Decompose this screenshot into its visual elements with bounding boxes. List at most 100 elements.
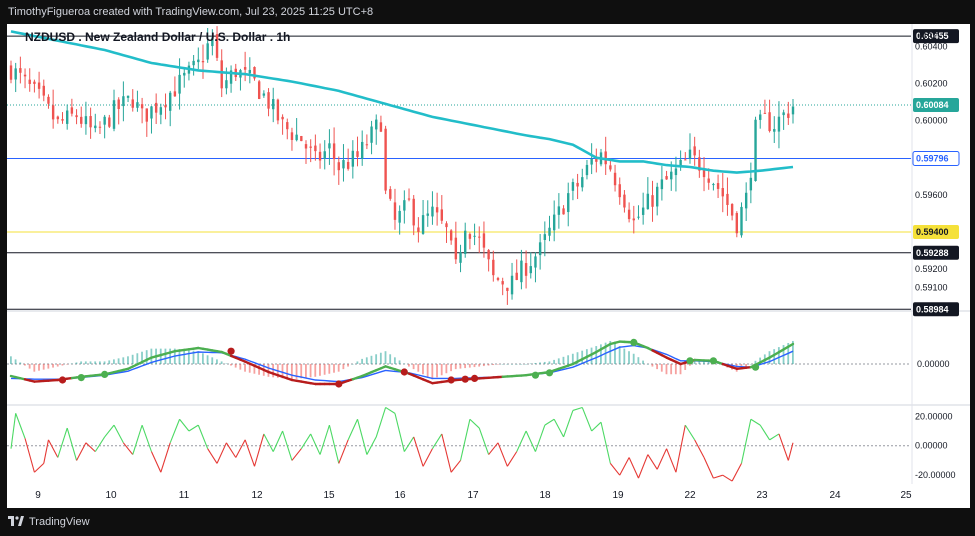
macd-histogram-bar	[688, 364, 691, 366]
macd-histogram-bar	[10, 356, 12, 364]
oscillator-line-segment	[525, 430, 536, 452]
candle-body	[524, 263, 528, 276]
macd-histogram-bar	[553, 359, 555, 364]
macd-histogram-bar	[529, 363, 532, 364]
attribution-bar: TimothyFigueroa created with TradingView…	[0, 0, 975, 24]
candle-body	[89, 116, 92, 128]
tradingview-logo-icon	[8, 516, 24, 526]
candle-body	[538, 242, 542, 256]
candle-body	[744, 192, 748, 209]
candle-body	[328, 143, 331, 149]
macd-histogram-bar	[389, 354, 392, 364]
chart-area[interactable]: 0.60400 0.60200 0.60000 0.59600 0.59200 0.591…	[7, 24, 970, 508]
candle-body	[698, 157, 701, 171]
oscillator-line-segment	[207, 448, 218, 464]
candle-body	[585, 164, 589, 176]
candle-body	[763, 112, 767, 114]
candle-body	[426, 213, 429, 216]
candle-body	[665, 176, 668, 180]
macd-histogram-bar	[478, 364, 481, 367]
candle-body	[84, 116, 88, 125]
candle-body	[510, 275, 514, 295]
oscillator-line-segment	[516, 430, 527, 452]
candle-body	[356, 151, 359, 157]
price-label-box	[913, 245, 959, 260]
candle-body	[94, 125, 97, 129]
candle-body	[145, 108, 148, 122]
oscillator-line-segment	[684, 424, 696, 441]
price-label: 0.59796	[916, 153, 949, 163]
candle-body	[660, 179, 664, 190]
candle-body	[590, 158, 593, 165]
chart-svg[interactable]: 0.60400 0.60200 0.60000 0.59600 0.59200 0.591…	[7, 24, 970, 508]
x-tick-label: 18	[539, 490, 551, 501]
macd-histogram-bar	[239, 364, 242, 370]
macd-histogram-bar	[398, 360, 401, 364]
x-tick-label: 16	[394, 490, 406, 501]
candle-body	[300, 136, 303, 142]
oscillator-line-segment	[534, 424, 546, 452]
macd-histogram-bar	[361, 358, 363, 364]
oscillator-line-segment	[413, 436, 424, 467]
macd-histogram-bar	[412, 364, 415, 370]
macd-histogram-bar	[333, 364, 335, 373]
candle-body	[201, 61, 205, 63]
candle-body	[735, 213, 739, 234]
candle-body	[543, 234, 547, 240]
candle-body	[164, 105, 167, 108]
candle-body	[454, 237, 458, 260]
macd-histogram-bar	[351, 364, 354, 365]
macd-histogram-bar	[211, 357, 214, 364]
macd-histogram-bar	[89, 361, 92, 364]
oscillator-line-segment	[544, 418, 555, 426]
y-tick-label: 0.59600	[915, 190, 948, 200]
candle-body	[716, 183, 720, 189]
price-label: 0.58984	[916, 304, 949, 314]
oscillator-line-segment	[666, 448, 677, 473]
macd-histogram-bar	[454, 364, 457, 370]
oscillator-line-segment	[85, 442, 96, 453]
macd-histogram-bar	[164, 348, 167, 364]
candle-body	[370, 126, 373, 143]
oscillator-line-segment	[441, 433, 452, 473]
macd-histogram-bar	[24, 364, 26, 366]
candle-body	[595, 158, 598, 162]
tradingview-logo[interactable]: TradingView	[8, 516, 90, 528]
candle-body	[435, 207, 439, 213]
macd-histogram-bar	[113, 359, 115, 364]
oscillator-line-segment	[628, 457, 639, 479]
candle-body	[754, 119, 757, 181]
macd-histogram-bar	[197, 351, 200, 364]
macd-histogram-bar	[773, 349, 776, 364]
oscillator-line-segment	[731, 463, 742, 482]
macd-histogram-bar	[370, 355, 373, 364]
candle-body	[169, 92, 172, 111]
candle-body	[515, 272, 518, 280]
macd-histogram-bar	[792, 340, 794, 364]
candle-body	[506, 287, 509, 291]
oscillator-line-segment	[169, 419, 181, 443]
macd-histogram-bar	[253, 364, 256, 374]
x-tick-label: 19	[612, 490, 624, 501]
candle-body	[286, 122, 289, 130]
macd-histogram-bar	[571, 353, 574, 364]
oscillator-line-segment	[319, 424, 330, 455]
candle-body	[346, 161, 350, 169]
macd-histogram-bar	[403, 363, 406, 364]
macd-histogram-bar	[548, 361, 551, 364]
oscillator-line-segment	[310, 433, 321, 455]
macd-histogram-bar	[520, 364, 523, 365]
macd-histogram-bar	[379, 352, 382, 364]
candle-body	[126, 95, 130, 98]
macd-cross-dot	[335, 380, 343, 388]
candle-body	[576, 182, 579, 187]
oscillator-line-segment	[216, 442, 227, 464]
oscillator-line-segment	[675, 425, 686, 473]
macd-histogram-bar	[745, 364, 747, 367]
oscillator-line-segment	[263, 433, 274, 452]
candle-body	[501, 281, 504, 285]
macd-cross-dot	[470, 374, 479, 382]
candle-body	[23, 74, 27, 77]
tradingview-brand: TradingView	[29, 516, 90, 528]
macd-cross-dot	[447, 376, 455, 384]
